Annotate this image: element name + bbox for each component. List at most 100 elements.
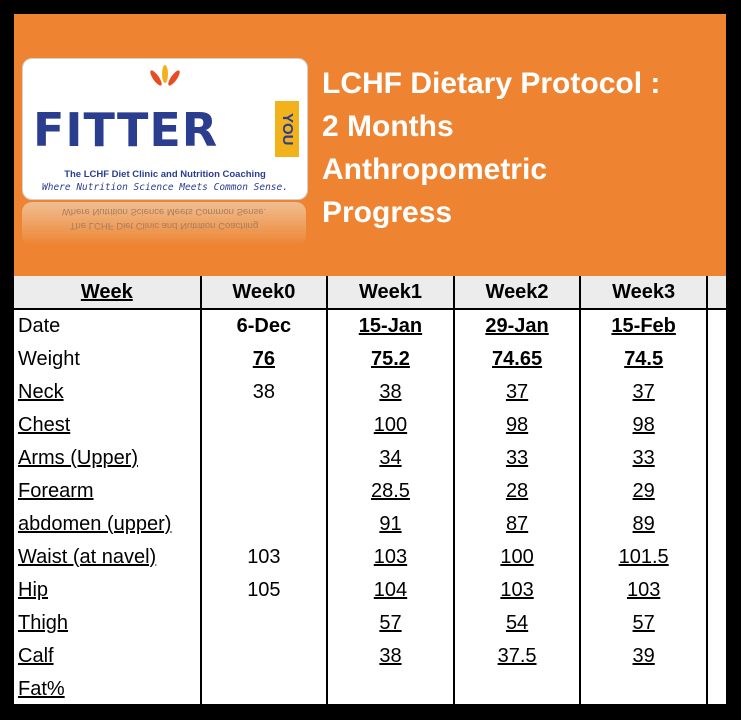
table-row: Weight 76 75.2 74.65 74.5: [14, 343, 726, 376]
table-cell: 33: [579, 442, 707, 475]
table-cell: 37: [452, 376, 581, 409]
table-cell-spacer: [705, 376, 726, 409]
table-cell: 6-Dec: [199, 309, 328, 343]
table-cell: 87: [452, 508, 581, 541]
table-cell: [452, 673, 581, 704]
table-row: Chest 100 98 98: [14, 409, 726, 442]
table-cell: 100: [452, 541, 581, 574]
table-cell: 74.65: [452, 343, 581, 376]
table-cell: 98: [579, 409, 707, 442]
table-header-row: Week Week0 Week1 Week2 Week3: [14, 276, 726, 310]
table-cell: 38: [199, 376, 328, 409]
column-header-spacer: [705, 276, 726, 310]
table-cell-spacer: [705, 541, 726, 574]
table-row: Neck 38 38 37 37: [14, 376, 726, 409]
table-cell-spacer: [705, 607, 726, 640]
table-cell: [199, 508, 328, 541]
table-cell-spacer: [705, 309, 726, 343]
table-cell: [326, 673, 454, 704]
row-label: Thigh: [18, 612, 69, 634]
table-row: Hip 105 104 103 103: [14, 574, 726, 607]
column-header: Week2: [452, 276, 581, 310]
row-label: Fat%: [18, 678, 65, 700]
table-cell-spacer: [705, 640, 726, 673]
table-cell: 57: [326, 607, 454, 640]
row-label: Hip: [18, 579, 49, 601]
table-cell: 15-Jan: [326, 309, 454, 343]
table-cell: 100: [326, 409, 454, 442]
report-page: FITTER YOU The LCHF Diet Clinic and Nutr…: [14, 14, 726, 704]
table-cell: 75.2: [326, 343, 454, 376]
row-label: Chest: [18, 414, 71, 436]
table-cell: [579, 673, 707, 704]
table-cell: 103: [326, 541, 454, 574]
row-label: Date: [18, 315, 61, 337]
column-header: Week1: [326, 276, 454, 310]
table-cell: 89: [579, 508, 707, 541]
table-cell-spacer: [705, 409, 726, 442]
row-label: Calf: [18, 645, 54, 667]
table-cell: 76: [199, 343, 328, 376]
table-cell: [199, 640, 328, 673]
header-banner: FITTER YOU The LCHF Diet Clinic and Nutr…: [14, 14, 726, 276]
table-cell: [199, 673, 328, 704]
table-cell-spacer: [705, 574, 726, 607]
table-cell: 54: [452, 607, 581, 640]
column-header: Week: [14, 276, 201, 310]
table-cell: 29: [579, 475, 707, 508]
table-cell: [199, 409, 328, 442]
title-line-1: LCHF Dietary Protocol :: [322, 67, 661, 100]
row-label: Weight: [18, 348, 80, 370]
table-cell: 29-Jan: [452, 309, 581, 343]
table-cell: 57: [579, 607, 707, 640]
table-row: Calf 38 37.5 39: [14, 640, 726, 673]
table-cell: [199, 442, 328, 475]
row-label: abdomen (upper): [18, 513, 172, 535]
table-cell: [199, 607, 328, 640]
table-cell: 91: [326, 508, 454, 541]
table-cell-spacer: [705, 442, 726, 475]
row-label: Arms (Upper): [18, 447, 139, 469]
table-row: Date 6-Dec 15-Jan 29-Jan 15-Feb: [14, 309, 726, 343]
column-header: Week3: [579, 276, 707, 310]
clinic-logo: FITTER YOU The LCHF Diet Clinic and Nutr…: [22, 58, 308, 200]
table-cell: 98: [452, 409, 581, 442]
table-cell: 101.5: [579, 541, 707, 574]
table-cell: 37: [579, 376, 707, 409]
page-title: LCHF Dietary Protocol : 2 Months Anthrop…: [322, 62, 722, 234]
table-row: Forearm 28.5 28 29: [14, 475, 726, 508]
table-cell: 38: [326, 376, 454, 409]
table-row: Fat%: [14, 673, 726, 704]
table-cell: [199, 475, 328, 508]
table-cell: 15-Feb: [579, 309, 707, 343]
logo-reflection: Where Nutrition Science Meets Common Sen…: [22, 202, 306, 246]
table-cell: 103: [452, 574, 581, 607]
table-cell: 104: [326, 574, 454, 607]
table-cell-spacer: [705, 508, 726, 541]
table-cell: 37.5: [452, 640, 581, 673]
leaf-icon: [162, 65, 168, 83]
table-row: abdomen (upper) 91 87 89: [14, 508, 726, 541]
table-row: Waist (at navel) 103 103 100 101.5: [14, 541, 726, 574]
table-cell: 103: [199, 541, 328, 574]
title-line-4: Progress: [322, 196, 453, 229]
row-label: Waist (at navel): [18, 546, 157, 568]
brand-motto: Where Nutrition Science Meets Common Sen…: [42, 182, 288, 193]
reflected-motto: Where Nutrition Science Meets Common Sen…: [61, 206, 267, 217]
column-header: Week0: [199, 276, 328, 310]
progress-table: Week Week0 Week1 Week2 Week3 Date 6-Dec …: [14, 276, 726, 704]
table-cell: 33: [452, 442, 581, 475]
table-cell: 105: [199, 574, 328, 607]
table-row: Thigh 57 54 57: [14, 607, 726, 640]
table-cell-spacer: [705, 673, 726, 704]
reflected-tagline: The LCHF Diet Clinic and Nutrition Coach…: [69, 220, 259, 231]
table-cell: 34: [326, 442, 454, 475]
table-cell-spacer: [705, 343, 726, 376]
table-cell: 38: [326, 640, 454, 673]
table-row: Arms (Upper) 34 33 33: [14, 442, 726, 475]
table-cell: 103: [579, 574, 707, 607]
table-cell: 74.5: [579, 343, 707, 376]
brand-badge: YOU: [275, 101, 299, 157]
row-label: Forearm: [18, 480, 94, 502]
title-line-3: Anthropometric: [322, 153, 547, 186]
